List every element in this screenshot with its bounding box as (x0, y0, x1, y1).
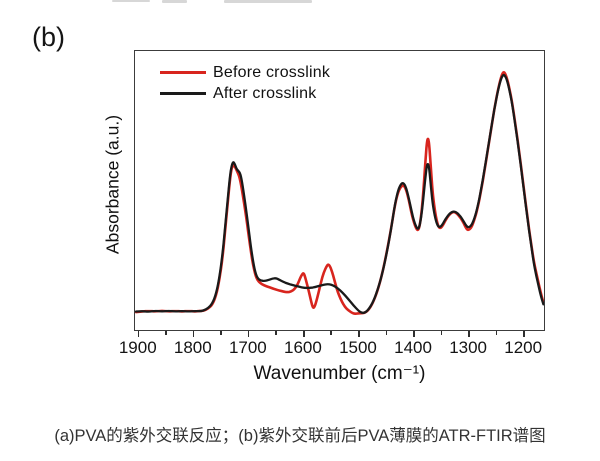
y-axis-label: Absorbance (a.u.) (102, 114, 123, 255)
legend-label: After crosslink (213, 84, 317, 102)
x-tick-major (302, 331, 305, 337)
x-tick-label: 1800 (173, 338, 212, 357)
x-axis: 1900 1800 1700 1600 1500 1400 1300 1200 (119, 331, 545, 391)
spectrum-line-before-crosslink (135, 70, 544, 316)
x-tick-major (357, 331, 360, 337)
x-tick-label: 1900 (118, 338, 157, 357)
x-tick-label: 1600 (284, 338, 322, 357)
legend-line-sample (160, 71, 206, 74)
x-tick-label: 1200 (504, 338, 543, 357)
spectra-svg (135, 70, 544, 316)
legend: Before crosslink After crosslink (160, 62, 330, 104)
cropped-text-remnant (224, 0, 312, 3)
x-tick-minor (495, 331, 498, 335)
x-tick-label: 1700 (228, 338, 267, 357)
x-tick-minor (165, 331, 167, 335)
x-tick-major (523, 331, 525, 337)
spectra-plot: Before crosslink After crosslink (134, 50, 545, 331)
x-tick-minor (275, 331, 277, 335)
x-tick-label: 1500 (339, 338, 377, 357)
x-tick-minor (330, 331, 333, 335)
cropped-text-remnant (112, 0, 150, 2)
legend-line-sample (160, 92, 206, 95)
x-tick-label: 1300 (449, 338, 488, 357)
x-axis-label: Wavenumber (cm⁻¹) (253, 363, 426, 384)
x-tick-minor (440, 331, 443, 335)
spectrum-line-after-crosslink (135, 73, 544, 314)
cropped-text-remnant (162, 0, 187, 3)
x-tick-major (247, 331, 250, 337)
legend-label: Before crosslink (213, 63, 331, 81)
x-tick-major (413, 331, 415, 337)
x-tick-major (468, 331, 470, 337)
x-tick-major (137, 331, 140, 337)
legend-row: After crosslink (160, 83, 330, 104)
x-tick-minor (220, 331, 222, 335)
legend-row: Before crosslink (160, 62, 330, 83)
x-tick-major (192, 331, 195, 337)
figure-panel-label: (b) (32, 22, 65, 52)
x-tick-label: 1400 (394, 338, 432, 357)
figure-caption: (a)PVA的紫外交联反应；(b)紫外交联前后PVA薄膜的ATR-FTIR谱图 (54, 427, 546, 445)
x-tick-minor (385, 331, 388, 335)
